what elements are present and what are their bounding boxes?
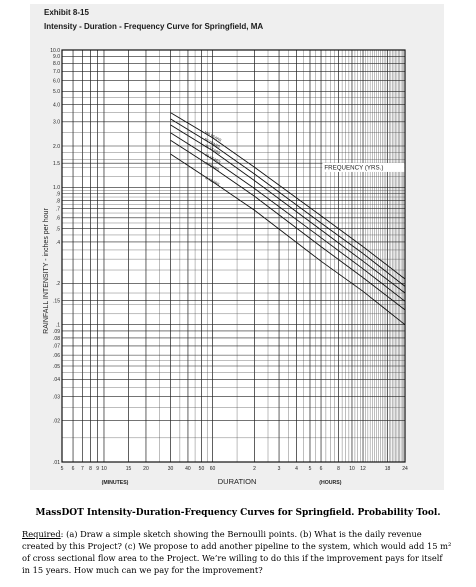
legend-bg: [322, 162, 405, 172]
y-tick-label: .5: [56, 226, 60, 232]
y-tick-label: 10.0: [50, 48, 60, 54]
plot-frame: [61, 49, 406, 463]
series-line-5-years: [170, 139, 406, 311]
x-tick-label: 60: [210, 466, 216, 472]
y-tick-label: .4: [56, 240, 60, 246]
x-tick-label: 5: [309, 466, 312, 472]
y-tick-label: 1.5: [53, 161, 60, 167]
y-tick-label: 9.0: [53, 54, 60, 60]
series-label: 10 YEARS: [204, 153, 222, 165]
y-tick-label: .08: [53, 336, 60, 342]
x-tick-label: 10: [101, 466, 107, 472]
required-label: Required: [22, 529, 61, 539]
series-line-50-years: [170, 118, 406, 287]
x-tick-label: 15: [126, 466, 132, 472]
x-tick-label: 8: [89, 466, 92, 472]
series-line-10-years: [170, 132, 406, 302]
plot-area: [62, 50, 405, 462]
y-tick-label: .6: [56, 216, 60, 222]
x-tick-label: 4: [295, 466, 298, 472]
exhibit-title: Intensity - Duration - Frequency Curve f…: [44, 22, 264, 31]
x-tick-label: 7: [81, 466, 84, 472]
x-tick-label: 2: [253, 466, 256, 472]
x-unit-hours: (HOURS): [319, 480, 341, 486]
y-tick-label: 6.0: [53, 78, 60, 84]
x-unit-minutes: (MINUTES): [102, 480, 129, 486]
idf-chart: 10.09.08.07.06.05.04.03.02.01.51.0.9.8.7…: [43, 48, 408, 486]
y-tick-label: .03: [53, 394, 60, 400]
y-tick-label: .09: [53, 329, 60, 335]
y-tick-label: .02: [53, 418, 60, 424]
figure-caption: MassDOT Intensity-Duration-Frequency Cur…: [35, 508, 441, 518]
series-label: 50 YEARS: [204, 137, 222, 149]
y-tick-label: 5.0: [53, 89, 60, 95]
y-tick-label: 2.0: [53, 144, 60, 150]
series-label: 5 YEARS: [205, 161, 221, 172]
x-tick-label: 9: [96, 466, 99, 472]
x-tick-label: 5: [61, 466, 64, 472]
x-tick-label: 3: [278, 466, 281, 472]
series-line-25-years: [170, 124, 406, 294]
y-tick-label: 8.0: [53, 61, 60, 67]
x-tick-label: 6: [72, 466, 75, 472]
y-tick-label: .1: [56, 322, 60, 328]
required-text: Required: (a) Draw a simple sketch showi…: [22, 528, 452, 576]
y-tick-label: 7.0: [53, 69, 60, 75]
series-label: 25 YEARS: [204, 144, 222, 156]
y-tick-label: .01: [53, 460, 60, 466]
y-tick-label: .07: [53, 344, 60, 350]
x-axis-title: DURATION: [218, 477, 257, 486]
y-tick-label: .8: [56, 198, 60, 204]
y-tick-label: .04: [53, 377, 60, 383]
x-tick-label: 18: [385, 466, 391, 472]
x-tick-label: 30: [168, 466, 174, 472]
x-tick-label: 20: [143, 466, 149, 472]
series-line-100-years: [170, 112, 406, 280]
y-tick-label: 4.0: [53, 102, 60, 108]
legend-title: FREQUENCY (YRS.): [324, 164, 383, 171]
x-tick-label: 6: [320, 466, 323, 472]
x-tick-label: 10: [349, 466, 355, 472]
series-label: 2 YEARS: [205, 176, 221, 187]
y-tick-label: .05: [53, 364, 60, 370]
exhibit-label: Exhibit 8-15: [44, 8, 89, 17]
required-body: : (a) Draw a simple sketch showing the B…: [22, 529, 452, 575]
x-tick-label: 40: [185, 466, 191, 472]
x-tick-label: 12: [360, 466, 366, 472]
y-tick-label: .9: [56, 191, 60, 197]
x-tick-label: 24: [402, 466, 408, 472]
y-axis-title: RAINFALL INTENSITY - inches per hour: [43, 208, 50, 334]
y-tick-label: .06: [53, 353, 60, 359]
x-tick-label: 50: [199, 466, 205, 472]
y-tick-label: 3.0: [53, 120, 60, 126]
y-tick-label: .7: [56, 206, 60, 212]
y-tick-label: 1.0: [53, 185, 60, 191]
y-tick-label: .2: [56, 281, 60, 287]
x-tick-label: 8: [337, 466, 340, 472]
series-line-2-years: [170, 153, 406, 326]
y-tick-label: .15: [53, 298, 60, 304]
